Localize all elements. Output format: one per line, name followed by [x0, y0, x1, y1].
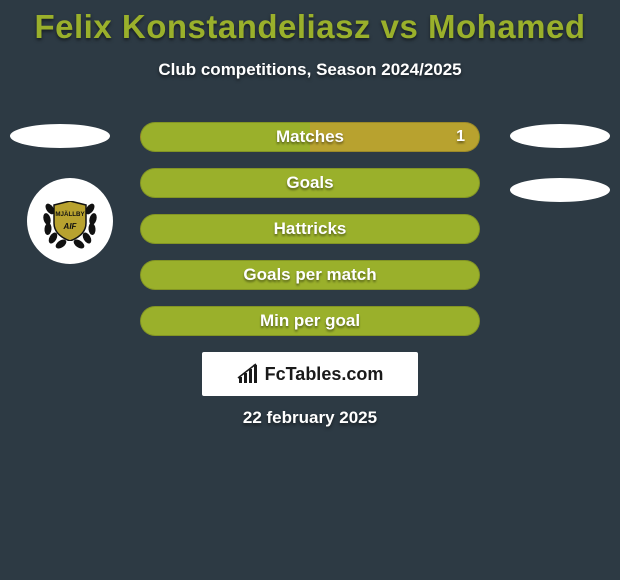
stat-bar-label: Hattricks [274, 219, 347, 239]
player-right-avatar-placeholder-1 [510, 124, 610, 148]
page-title: Felix Konstandeliasz vs Mohamed [0, 0, 620, 46]
stat-bar-row: Min per goal [140, 306, 480, 336]
content-root: Felix Konstandeliasz vs Mohamed Club com… [0, 0, 620, 580]
stat-bar-label: Min per goal [260, 311, 360, 331]
bar-chart-icon [237, 363, 261, 385]
shield-icon: MJÄLLBY AIF [52, 201, 88, 241]
stat-bar-row: Goals per match [140, 260, 480, 290]
stat-bar-row: Goals [140, 168, 480, 198]
player-right-avatar-placeholder-2 [510, 178, 610, 202]
svg-text:MJÄLLBY: MJÄLLBY [55, 211, 85, 218]
subtitle: Club competitions, Season 2024/2025 [0, 60, 620, 80]
stat-bar-label: Goals per match [243, 265, 376, 285]
branding-text: FcTables.com [265, 364, 384, 385]
branding-box: FcTables.com [202, 352, 418, 396]
stat-bars: Matches 1 Goals Hattricks Goals per match Min… [140, 122, 480, 352]
svg-text:AIF: AIF [63, 222, 78, 231]
club-badge-graphic: MJÄLLBY AIF [38, 189, 102, 253]
stat-bar-label: Goals [286, 173, 333, 193]
branding-inner: FcTables.com [237, 363, 384, 385]
stat-bar-row: Matches 1 [140, 122, 480, 152]
stat-bar-row: Hattricks [140, 214, 480, 244]
player-left-club-badge: MJÄLLBY AIF [27, 178, 113, 264]
stat-bar-label: Matches [276, 127, 344, 147]
player-left-avatar-placeholder [10, 124, 110, 148]
date-text: 22 february 2025 [0, 408, 620, 428]
stat-bar-value-right: 1 [456, 128, 465, 146]
